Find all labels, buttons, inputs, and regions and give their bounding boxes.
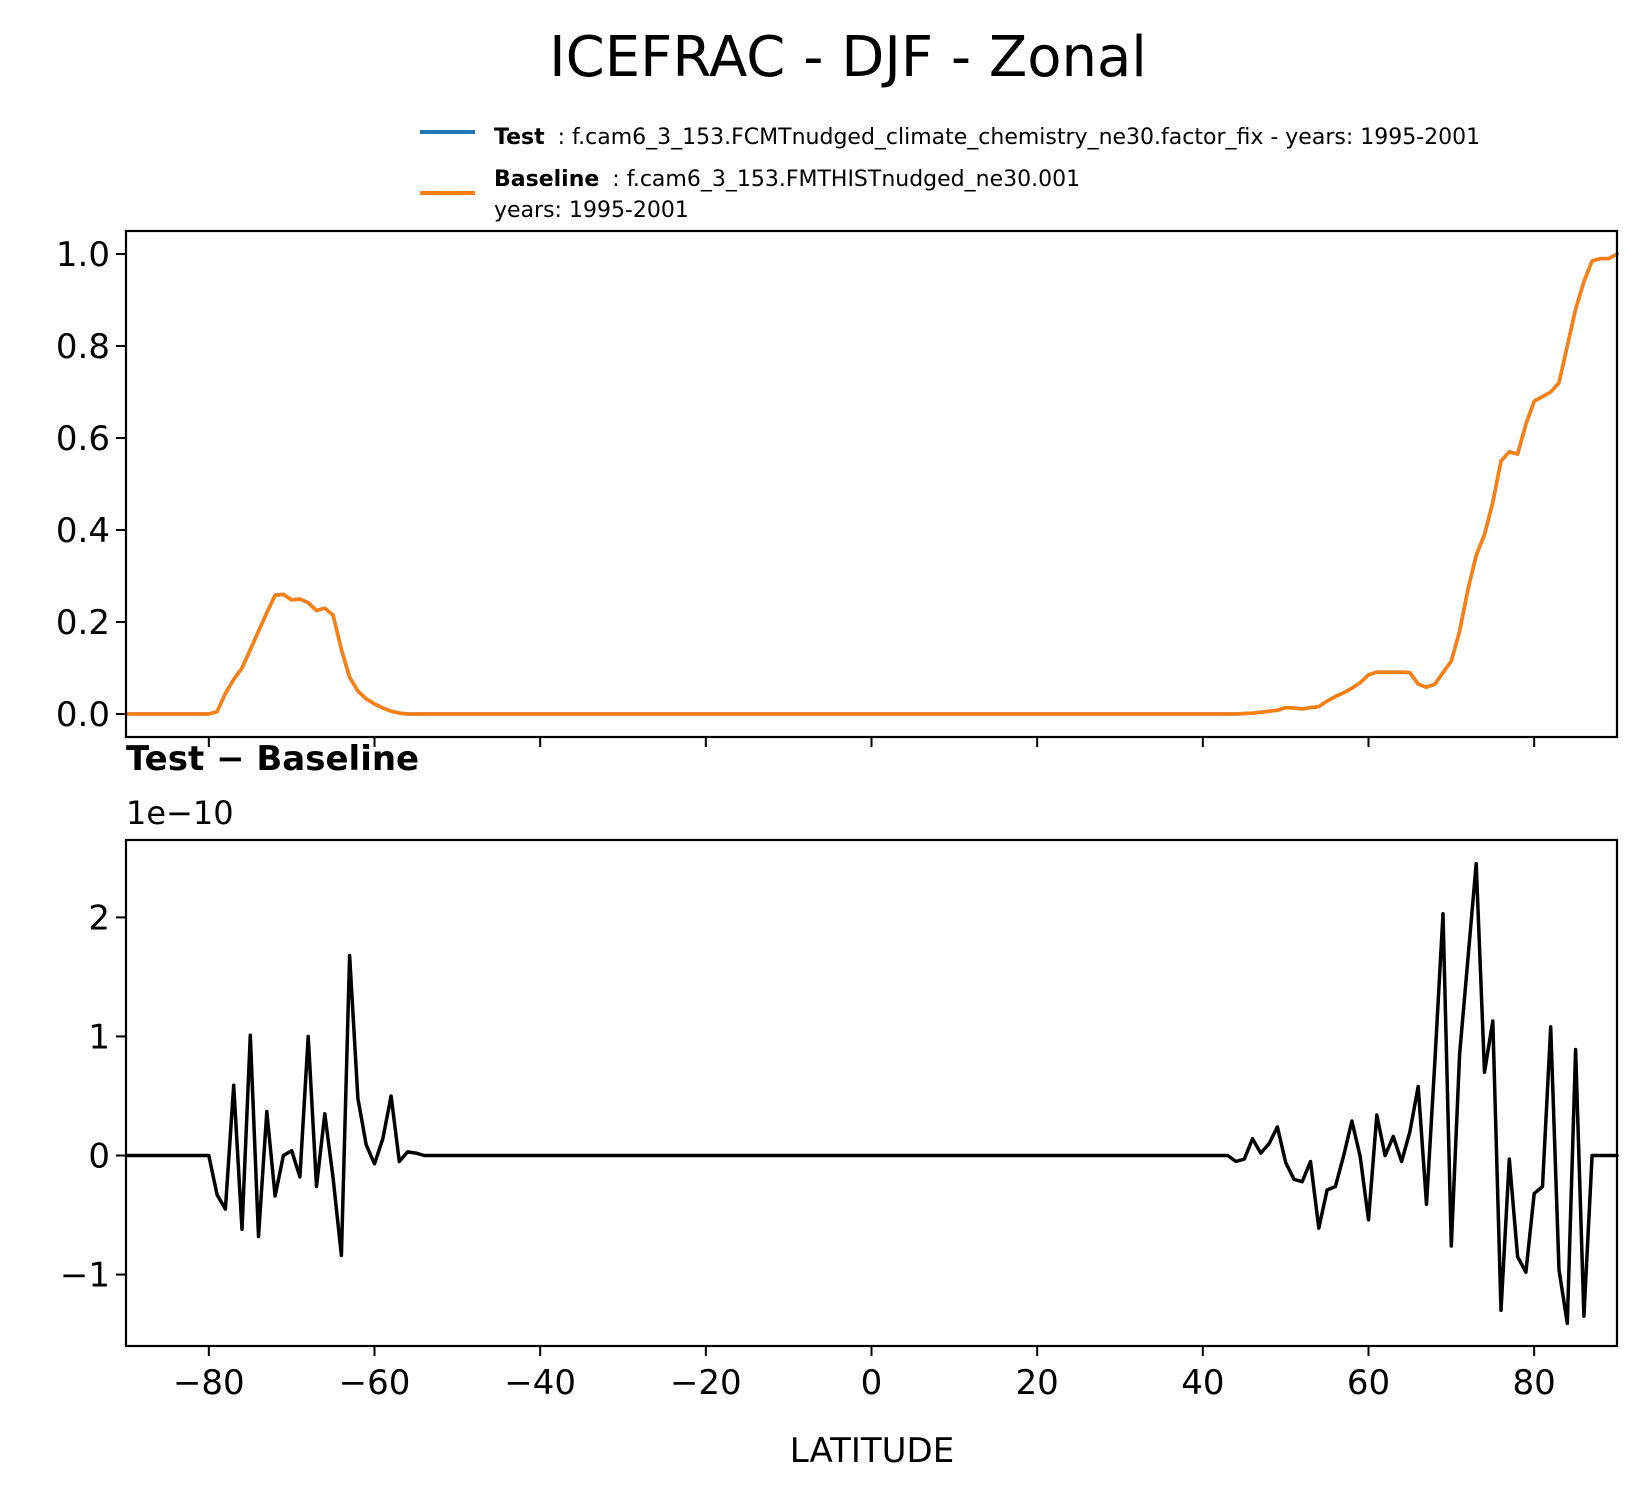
bottom-offset-text: 1e−10 — [126, 794, 234, 832]
bottom-ytick-label: −1 — [60, 1256, 110, 1296]
bottom-xtick-label: −60 — [339, 1363, 411, 1403]
bottom-ytick-label: 2 — [88, 898, 110, 938]
bottom-panel-title: Test − Baseline — [126, 739, 419, 779]
top-plot-frame — [124, 229, 1619, 739]
legend-test-desc: : f.cam6_3_153.FCMTnudged_climate_chemis… — [558, 125, 1481, 150]
bottom-xtick-label: −40 — [504, 1363, 576, 1403]
legend-baseline-label: Baseline — [494, 167, 599, 192]
bottom-xtick-label: 40 — [1181, 1363, 1224, 1403]
bottom-xtick-label: 80 — [1513, 1363, 1556, 1403]
top-panel: 0.0 0.2 0.4 0.6 0.8 1.0 — [56, 229, 1619, 747]
top-series-test — [124, 252, 1619, 716]
bottom-panel: Test − Baseline 1e−10 −1 0 1 2 −80 −60 −40 −20 0… — [60, 739, 1619, 1471]
legend: Test : f.cam6_3_153.FCMTnudged_climate_c… — [420, 125, 1480, 223]
legend-baseline-desc: : f.cam6_3_153.FMTHISTnudged_ne30.001 — [612, 167, 1080, 192]
svg-text:Test : f.cam6_3_153.FCMT: Test : f.cam6_3_153.FCMTnudged_climate_c… — [494, 125, 1480, 150]
top-series-baseline — [124, 252, 1619, 716]
bottom-plot-frame — [124, 838, 1619, 1348]
figure-title: ICEFRAC - DJF - Zonal — [549, 25, 1147, 90]
bottom-xtick-label: 0 — [861, 1363, 883, 1403]
top-ytick-label: 0.0 — [56, 695, 110, 735]
top-ytick-label: 0.8 — [56, 327, 110, 367]
bottom-xtick-label: 20 — [1016, 1363, 1059, 1403]
svg-text:Baseline : f.cam6_3_153.: Baseline : f.cam6_3_153.FMTHISTnudged_ne… — [494, 167, 1080, 192]
top-ytick-label: 0.2 — [56, 603, 110, 643]
top-ytick-label: 0.6 — [56, 419, 110, 459]
legend-baseline-desc2: years: 1995-2001 — [494, 198, 689, 223]
bottom-xtick-label: −80 — [173, 1363, 245, 1403]
legend-test-label: Test — [494, 125, 545, 150]
top-ytick-label: 0.4 — [56, 511, 110, 551]
bottom-series-test-baseline — [124, 862, 1619, 1326]
bottom-ytick-label: 0 — [88, 1137, 110, 1177]
bottom-xtick-label: −20 — [670, 1363, 742, 1403]
x-axis-label: LATITUDE — [790, 1431, 954, 1471]
bottom-ytick-label: 1 — [88, 1017, 110, 1057]
bottom-xtick-label: 60 — [1347, 1363, 1390, 1403]
top-ytick-label: 1.0 — [56, 235, 110, 275]
